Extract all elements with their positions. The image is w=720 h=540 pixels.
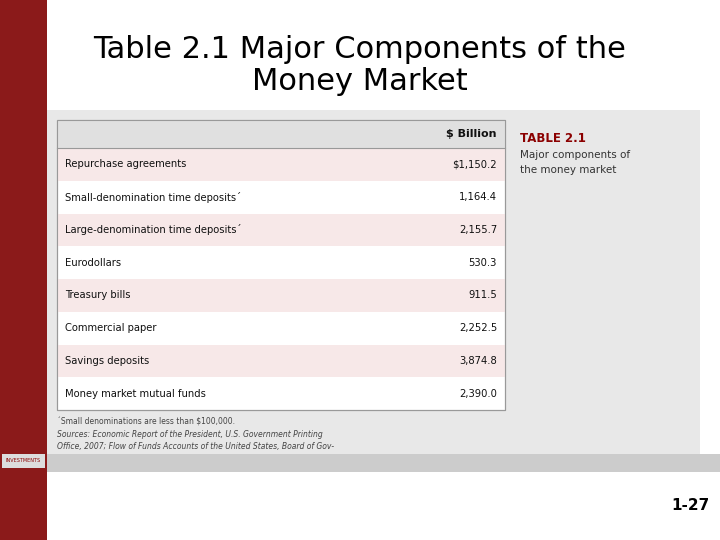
Bar [2,454,45,468]
Text: $ Billion: $ Billion [446,129,497,139]
Text: 2,390.0: 2,390.0 [459,389,497,399]
Text: 2,252.5: 2,252.5 [459,323,497,333]
Text: Money Market: Money Market [252,68,468,97]
Text: 3,874.8: 3,874.8 [459,356,497,366]
Text: 1-27: 1-27 [672,497,710,512]
Text: 1,164.4: 1,164.4 [459,192,497,202]
Bar [0,454,720,472]
Text: TABLE 2.1: TABLE 2.1 [520,132,586,145]
Text: Commercial paper: Commercial paper [65,323,156,333]
Text: Sources: Economic Report of the President, U.S. Government Printing
Office, 2007: Sources: Economic Report of the Presiden… [57,430,334,463]
Text: Large-denomination time deposits´: Large-denomination time deposits´ [65,225,241,235]
Text: Repurchase agreements: Repurchase agreements [65,159,186,170]
Text: Eurodollars: Eurodollars [65,258,121,268]
Text: Money market mutual funds: Money market mutual funds [65,389,206,399]
Text: 2,155.7: 2,155.7 [459,225,497,235]
Bar [57,120,505,410]
Bar [57,345,505,377]
Text: 530.3: 530.3 [469,258,497,268]
Text: Small-denomination time deposits´: Small-denomination time deposits´ [65,192,241,202]
Text: Savings deposits: Savings deposits [65,356,149,366]
Bar [57,120,505,410]
Text: Major components of: Major components of [520,150,630,160]
Text: $1,150.2: $1,150.2 [452,159,497,170]
Bar [57,213,505,246]
Text: the money market: the money market [520,165,616,175]
Bar [57,279,505,312]
Text: Treasury bills: Treasury bills [65,291,130,300]
Text: ´Small denominations are less than $100,000.: ´Small denominations are less than $100,… [57,418,235,427]
Bar [0,0,47,540]
Text: INVESTMENTS: INVESTMENTS [6,458,41,463]
Bar [47,110,700,470]
Text: 911.5: 911.5 [468,291,497,300]
Text: Table 2.1 Major Components of the: Table 2.1 Major Components of the [94,36,626,64]
Bar [57,148,505,181]
Bar [57,120,505,148]
